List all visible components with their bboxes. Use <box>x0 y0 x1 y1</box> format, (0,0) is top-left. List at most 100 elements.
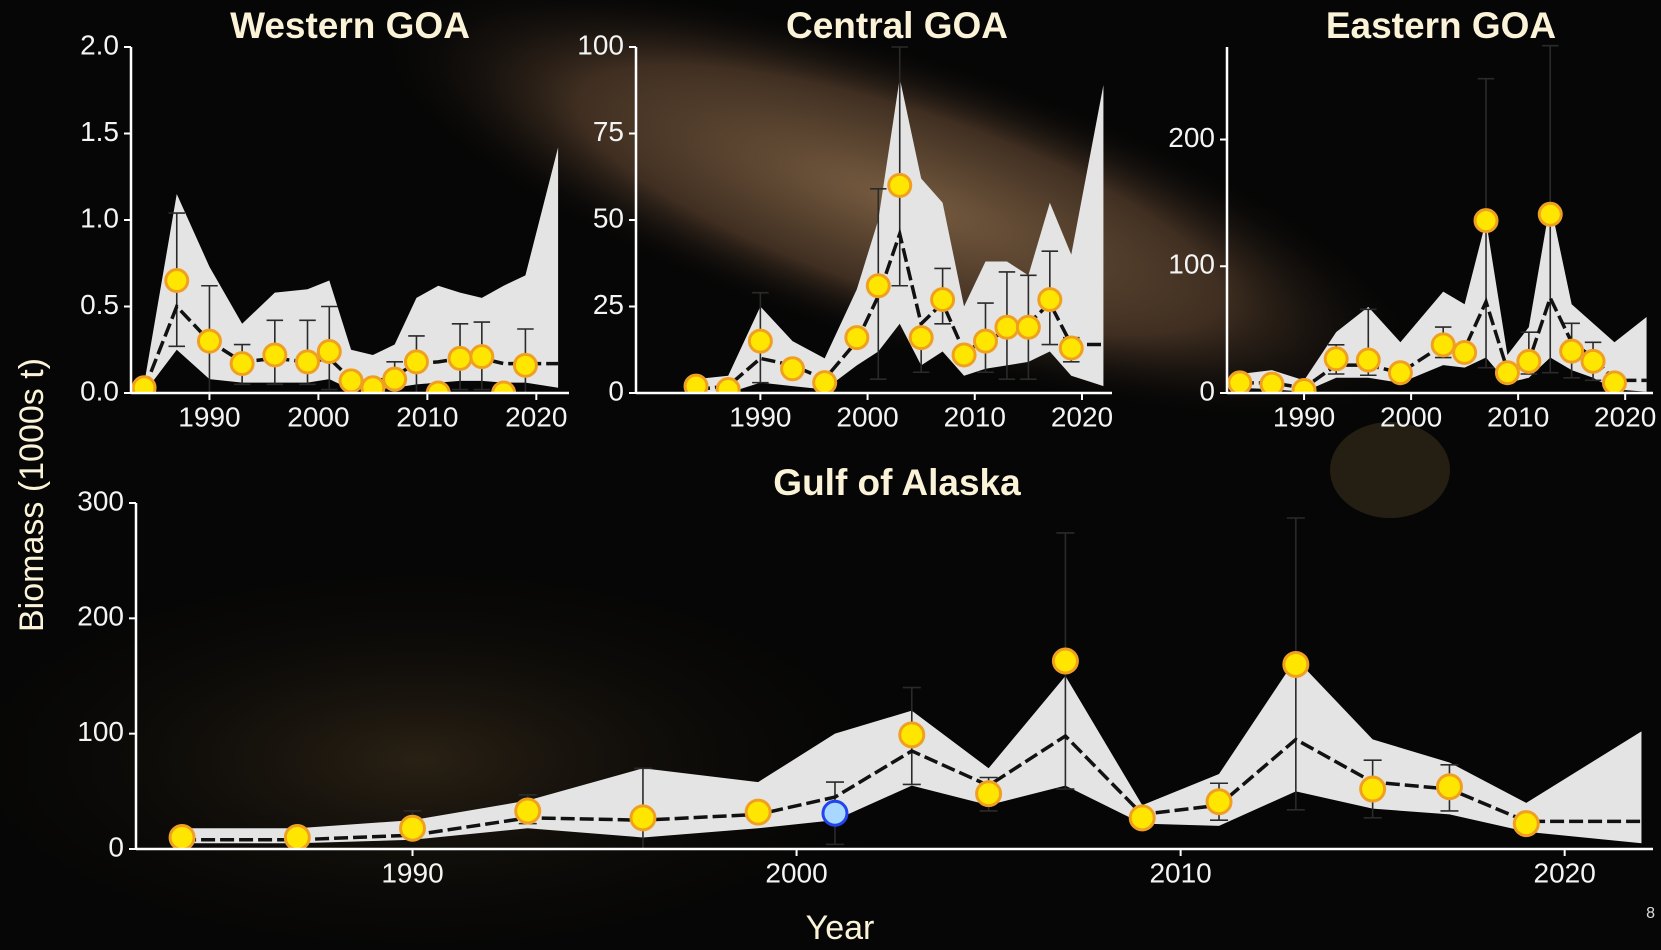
background-shade <box>0 540 940 950</box>
survey-point <box>1128 804 1156 832</box>
y-tick-label: 0.0 <box>80 375 119 406</box>
plot-area <box>1227 44 1647 393</box>
y-tick-label: 2.0 <box>80 29 119 60</box>
survey-point <box>131 375 157 393</box>
survey-point <box>1282 650 1310 678</box>
y-tick-label: 200 <box>77 601 124 632</box>
survey-point <box>951 342 977 368</box>
survey-point <box>821 799 849 827</box>
survey-point <box>865 273 891 299</box>
y-tick-label: 1.5 <box>80 116 119 147</box>
x-tick-label: 2020 <box>505 401 567 432</box>
survey-point <box>1435 773 1463 801</box>
panel-title: Gulf of Alaska <box>773 462 1021 503</box>
survey-point <box>744 798 772 826</box>
survey-point <box>898 721 926 749</box>
survey-point <box>491 380 517 393</box>
survey-point <box>1291 377 1317 393</box>
y-tick-label: 200 <box>1168 122 1215 153</box>
x-tick-label: 2000 <box>1380 401 1442 432</box>
survey-point <box>1452 339 1478 365</box>
y-tick-label: 0 <box>1199 375 1215 406</box>
y-tick-label: 100 <box>1168 249 1215 280</box>
survey-point <box>512 352 538 378</box>
y-tick-label: 100 <box>577 29 624 60</box>
survey-point <box>683 373 709 393</box>
panel: Eastern GOA 0 100 200 1990 2000 2010 2020 <box>1168 5 1656 433</box>
plot-area <box>168 517 1642 849</box>
survey-point <box>1037 287 1063 313</box>
y-tick-label: 0.5 <box>80 289 119 320</box>
x-axis-label: Year <box>806 909 875 947</box>
survey-point <box>1359 775 1387 803</box>
x-tick-label: 2010 <box>1149 857 1211 888</box>
x-tick-label: 2000 <box>836 401 898 432</box>
survey-point <box>196 328 222 354</box>
survey-point <box>1473 208 1499 234</box>
survey-point <box>1559 338 1585 364</box>
x-tick-label: 2020 <box>1594 401 1656 432</box>
survey-point <box>168 823 196 849</box>
survey-point <box>972 328 998 354</box>
x-tick-label: 1990 <box>1273 401 1335 432</box>
survey-point <box>1580 348 1606 374</box>
x-tick-label: 1990 <box>729 401 791 432</box>
panel-title: Western GOA <box>230 5 470 46</box>
survey-point <box>812 370 838 393</box>
panel: Gulf of Alaska 0 100 200 300 1990 2000 2010 2020… <box>13 358 1653 947</box>
y-tick-label: 25 <box>593 289 624 320</box>
survey-point <box>629 804 657 832</box>
panel: Central GOA 0 25 50 75 100 1990 2000 2010 2020 <box>577 5 1113 433</box>
survey-point <box>469 344 495 370</box>
survey-point <box>338 368 364 393</box>
survey-point <box>514 797 542 825</box>
y-tick-label: 0 <box>608 375 624 406</box>
page-number: 8 <box>1646 905 1655 922</box>
y-tick-label: 50 <box>593 202 624 233</box>
x-tick-label: 1990 <box>381 857 443 888</box>
survey-point <box>715 377 741 393</box>
survey-point <box>295 349 321 375</box>
survey-point <box>403 349 429 375</box>
survey-point <box>1537 201 1563 227</box>
panel-title: Central GOA <box>786 5 1008 46</box>
confidence-band <box>144 147 559 393</box>
survey-point <box>908 325 934 351</box>
survey-point <box>1430 332 1456 358</box>
survey-point <box>780 356 806 382</box>
x-tick-label: 2020 <box>1534 857 1596 888</box>
y-axis-label: Biomass (1000s t) <box>13 358 51 632</box>
survey-point <box>382 366 408 392</box>
x-tick-label: 2020 <box>1051 401 1113 432</box>
survey-point <box>1227 370 1253 393</box>
survey-point <box>1205 788 1233 816</box>
survey-point <box>994 314 1020 340</box>
x-tick-label: 2000 <box>287 401 349 432</box>
y-tick-label: 0 <box>108 831 124 862</box>
survey-point <box>262 342 288 368</box>
survey-point <box>164 268 190 294</box>
survey-point <box>1516 348 1542 374</box>
survey-point <box>425 380 451 393</box>
survey-point <box>887 172 913 198</box>
survey-point <box>360 375 386 393</box>
x-tick-label: 2010 <box>944 401 1006 432</box>
survey-point <box>1051 647 1079 675</box>
y-tick-label: 100 <box>77 716 124 747</box>
plot-area <box>131 147 559 393</box>
survey-point <box>1355 347 1381 373</box>
x-tick-label: 2000 <box>765 857 827 888</box>
x-tick-label: 2010 <box>396 401 458 432</box>
survey-point <box>975 780 1003 808</box>
x-tick-label: 1990 <box>178 401 240 432</box>
survey-point <box>1323 346 1349 372</box>
panel-title: Eastern GOA <box>1326 5 1556 46</box>
survey-point <box>1387 360 1413 386</box>
survey-point <box>747 328 773 354</box>
panel: Western GOA 0.0 0.5 1.0 1.5 2.0 1990 2000 2010 20… <box>80 5 569 432</box>
y-tick-label: 1.0 <box>80 202 119 233</box>
survey-point <box>399 814 427 842</box>
survey-point <box>1601 370 1627 393</box>
